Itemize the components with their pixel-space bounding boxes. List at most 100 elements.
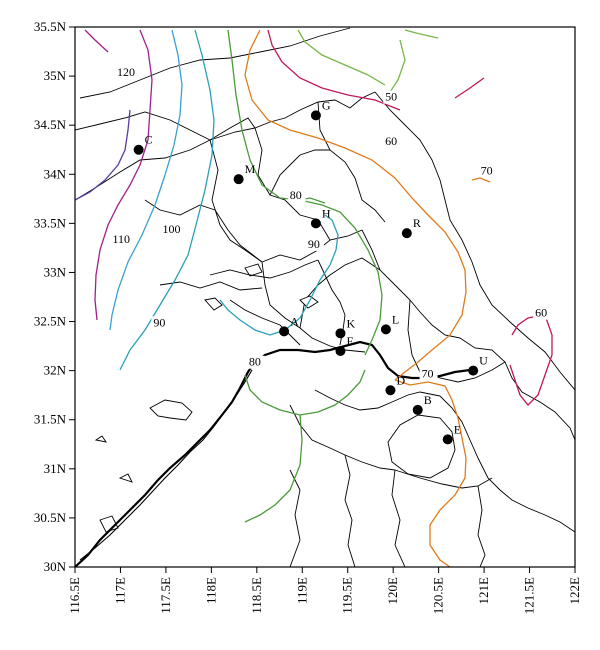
y-tick-label: 32N bbox=[44, 363, 67, 378]
contour-label: 120 bbox=[117, 65, 135, 79]
contour-label: 90 bbox=[153, 315, 165, 329]
contour-label-bg bbox=[419, 367, 438, 381]
lakes bbox=[94, 263, 456, 533]
contour-60-d bbox=[511, 315, 539, 336]
contour-60-b bbox=[454, 77, 485, 99]
contour-label-bg bbox=[110, 233, 136, 246]
contour-label-bg bbox=[115, 66, 140, 80]
contour-80-d bbox=[244, 414, 303, 523]
x-tick-label: 119E bbox=[294, 577, 309, 604]
x-tick-label: 116.5E bbox=[67, 577, 82, 614]
contour-label: 60 bbox=[535, 306, 547, 320]
y-tick-label: 31N bbox=[44, 461, 67, 476]
station-marker bbox=[442, 434, 453, 445]
station-label: D bbox=[396, 373, 405, 387]
station-label: A bbox=[290, 314, 299, 328]
y-tick-label: 31.5N bbox=[34, 412, 67, 427]
contour-label-bg bbox=[287, 188, 306, 202]
contour-60 bbox=[267, 29, 401, 111]
station-marker bbox=[468, 365, 479, 376]
contour-label: 50 bbox=[385, 90, 397, 104]
y-tick-label: 35.5N bbox=[34, 19, 67, 34]
x-tick-label: 120.5E bbox=[431, 577, 446, 614]
y-tick-label: 33.5N bbox=[34, 215, 67, 230]
contour-label-bg bbox=[246, 355, 265, 369]
contour-label: 80 bbox=[290, 188, 302, 202]
contour-label-bg bbox=[151, 316, 170, 330]
contour-90-b bbox=[324, 214, 339, 266]
x-tick-label: 117.5E bbox=[158, 577, 173, 614]
contour-120 bbox=[84, 29, 109, 53]
contour-80-c bbox=[244, 369, 366, 416]
contour-70-c bbox=[471, 177, 491, 183]
x-tick-label: 119.5E bbox=[340, 577, 355, 614]
y-axis: 30N 30.5N 31N 31.5N 32N 32.5N 33N 33.5N 34N 34.5N… bbox=[34, 19, 75, 574]
station-label: K bbox=[346, 316, 355, 330]
contour-label-bg bbox=[305, 237, 324, 251]
station-label: B bbox=[424, 393, 432, 407]
contour-100-b bbox=[119, 29, 215, 371]
contour-70 bbox=[244, 29, 467, 381]
contour-110 bbox=[75, 109, 131, 201]
contour-80 bbox=[227, 29, 383, 356]
y-tick-label: 32.5N bbox=[34, 314, 67, 329]
station-label: F bbox=[346, 334, 353, 348]
contour-label-bg bbox=[533, 306, 552, 320]
station-label: L bbox=[392, 312, 399, 326]
station-marker bbox=[385, 385, 396, 396]
plot-area: 120 110 100 90 90 80 80 70 70 60 60 50 C M G H R A KF L D B U… bbox=[75, 27, 575, 567]
x-tick-label: 122E bbox=[567, 577, 582, 605]
station-marker bbox=[380, 324, 391, 335]
contour-50-b bbox=[387, 39, 406, 96]
station-marker bbox=[412, 404, 423, 415]
contour-50 bbox=[297, 29, 386, 86]
y-tick-label: 34.5N bbox=[34, 117, 67, 132]
station-label: R bbox=[413, 216, 421, 230]
station-label: U bbox=[479, 354, 488, 368]
station-marker bbox=[310, 110, 321, 121]
x-tick-label: 118E bbox=[203, 577, 218, 604]
x-tick-label: 117E bbox=[112, 577, 127, 604]
contour-label-bg bbox=[383, 134, 402, 148]
y-tick-label: 30N bbox=[44, 559, 67, 574]
contour-label: 70 bbox=[481, 163, 493, 177]
station-label: C bbox=[145, 133, 153, 147]
station-label: E bbox=[454, 422, 461, 436]
station-marker bbox=[233, 174, 244, 185]
station-marker bbox=[335, 346, 346, 356]
y-tick-label: 34N bbox=[44, 166, 67, 181]
station-marker bbox=[401, 228, 412, 239]
x-axis: 116.5E 117E 117.5E 118E 118.5E 119E 119.5E 120E… bbox=[67, 567, 582, 614]
contour-label: 80 bbox=[249, 355, 261, 369]
contour-label-bg bbox=[383, 90, 402, 104]
station-label: M bbox=[245, 162, 256, 176]
station-marker bbox=[335, 328, 346, 339]
contour-label-bg bbox=[478, 164, 497, 178]
x-tick-label: 118.5E bbox=[249, 577, 264, 614]
y-tick-label: 35N bbox=[44, 68, 67, 83]
contour-120-b bbox=[94, 29, 153, 321]
plot-frame bbox=[74, 26, 576, 568]
contour-60-c bbox=[509, 314, 553, 406]
contour-50-c bbox=[404, 29, 439, 39]
station-marker bbox=[310, 218, 321, 229]
contour-label: 100 bbox=[162, 222, 180, 236]
contour-70-b bbox=[394, 379, 467, 567]
contour-label: 110 bbox=[112, 232, 130, 246]
station-marker bbox=[279, 326, 290, 337]
contour-labels: 120 110 100 90 90 80 80 70 70 60 60 50 bbox=[110, 65, 552, 381]
x-tick-label: 121E bbox=[476, 577, 491, 605]
station-label: G bbox=[322, 98, 331, 112]
contour-100 bbox=[109, 29, 183, 331]
contour-label: 90 bbox=[308, 237, 320, 251]
contour-90 bbox=[219, 264, 331, 336]
stations: C M G H R A KF L D B U E bbox=[133, 98, 488, 445]
x-tick-label: 120E bbox=[385, 577, 400, 605]
y-tick-label: 33N bbox=[44, 264, 67, 279]
station-label: H bbox=[322, 206, 331, 220]
contour-label: 70 bbox=[422, 367, 434, 381]
x-tick-label: 121.5E bbox=[522, 577, 537, 614]
contour-label: 60 bbox=[385, 134, 397, 148]
contour-label-bg bbox=[160, 223, 186, 237]
